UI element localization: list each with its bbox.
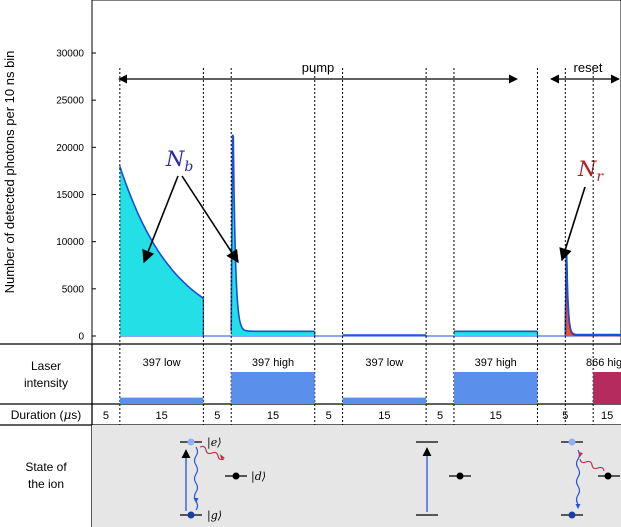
pump-label: pump (302, 60, 335, 75)
duration-value: 5 (437, 410, 443, 422)
d-state-label: |d⟩ (251, 470, 266, 484)
y-tick-label: 15000 (56, 190, 84, 201)
laser-intensity-bar (231, 372, 315, 404)
red-excitation-wave (579, 458, 605, 472)
duration-value: 5 (214, 410, 220, 422)
laser-intensity-bar (453, 372, 538, 404)
d-state-dot (456, 472, 464, 480)
y-tick-label: 20000 (56, 143, 84, 154)
nb-area-segment (119, 166, 204, 336)
laser-label: 397 low (143, 357, 181, 369)
duration-value: 15 (155, 410, 167, 422)
laser-label: 397 high (252, 357, 294, 369)
g-state-label: |g⟩ (207, 509, 222, 523)
reset-label: reset (574, 60, 603, 75)
d-state-dot (232, 472, 240, 480)
d-state-dot (604, 472, 612, 480)
red-decay-wave (199, 445, 225, 461)
laser-label: 397 low (365, 357, 403, 369)
data-area (119, 134, 621, 337)
nb-line-segment (564, 251, 621, 336)
state-diagram-1: |e⟩ |g⟩ |d⟩ (180, 436, 266, 523)
y-tick-label: 30000 (56, 49, 84, 60)
e-state-dot (187, 438, 195, 446)
y-tick-label: 5000 (62, 284, 85, 295)
blue-decay-arrowhead (575, 504, 581, 509)
state-diagram-2 (416, 441, 471, 516)
state-row-label-2: the ion (28, 477, 64, 491)
duration-value: 15 (490, 410, 502, 422)
red-excitation-arrowhead (578, 452, 583, 457)
phase-separators (119, 68, 594, 527)
duration-row-label: Duration (μs) (11, 408, 82, 422)
nb-arrow-2 (181, 175, 239, 264)
duration-value: 15 (378, 410, 390, 422)
laser-row: 397 low 397 high 397 low 397 high 866 high (119, 357, 621, 404)
y-axis: 0 5000 10000 15000 20000 25000 30000 (56, 49, 96, 343)
nb-arrow-1 (142, 175, 179, 264)
nb-line-segment (230, 134, 315, 333)
red-decay-arrowhead (220, 454, 225, 459)
blue-decay-wave (575, 449, 581, 505)
laser-row-label-2: intensity (24, 376, 68, 390)
state-diagrams: |e⟩ |g⟩ |d⟩ (180, 436, 620, 523)
duration-value: 5 (103, 410, 109, 422)
nb-area-segment (231, 134, 315, 336)
laser-row-label-1: Laser (31, 359, 61, 373)
laser-intensity-bar (593, 372, 621, 404)
y-tick-label: 25000 (56, 96, 84, 107)
duration-value: 15 (601, 410, 613, 422)
laser-intensity-bar (119, 397, 204, 404)
duration-row: 5 15 5 15 5 15 5 15 5 15 (103, 410, 613, 422)
laser-label: 397 high (475, 357, 517, 369)
g-state-dot (568, 511, 576, 519)
nb-line-segment (119, 165, 204, 299)
duration-value: 5 (562, 410, 568, 422)
y-tick-label: 0 (78, 332, 84, 343)
e-state-label: |e⟩ (207, 436, 222, 450)
nr-annotation: Nr (577, 157, 604, 185)
nr-arrow (559, 186, 586, 262)
g-state-dot (187, 511, 195, 519)
blue-decay-arrowhead (193, 498, 199, 503)
laser-label: 866 high (586, 357, 621, 369)
e-state-dot (568, 438, 576, 446)
nb-area-segment (453, 331, 538, 336)
state-row-background (92, 425, 621, 527)
duration-value: 15 (267, 410, 279, 422)
laser-intensity-bar (342, 397, 427, 404)
y-axis-label: Number of detected photons per 10 ns bin (2, 51, 17, 294)
nb-annotation: Nb (165, 147, 193, 175)
state-diagram-3 (561, 438, 620, 519)
duration-value: 5 (326, 410, 332, 422)
y-tick-label: 10000 (56, 237, 84, 248)
state-row-label-1: State of (25, 460, 67, 474)
